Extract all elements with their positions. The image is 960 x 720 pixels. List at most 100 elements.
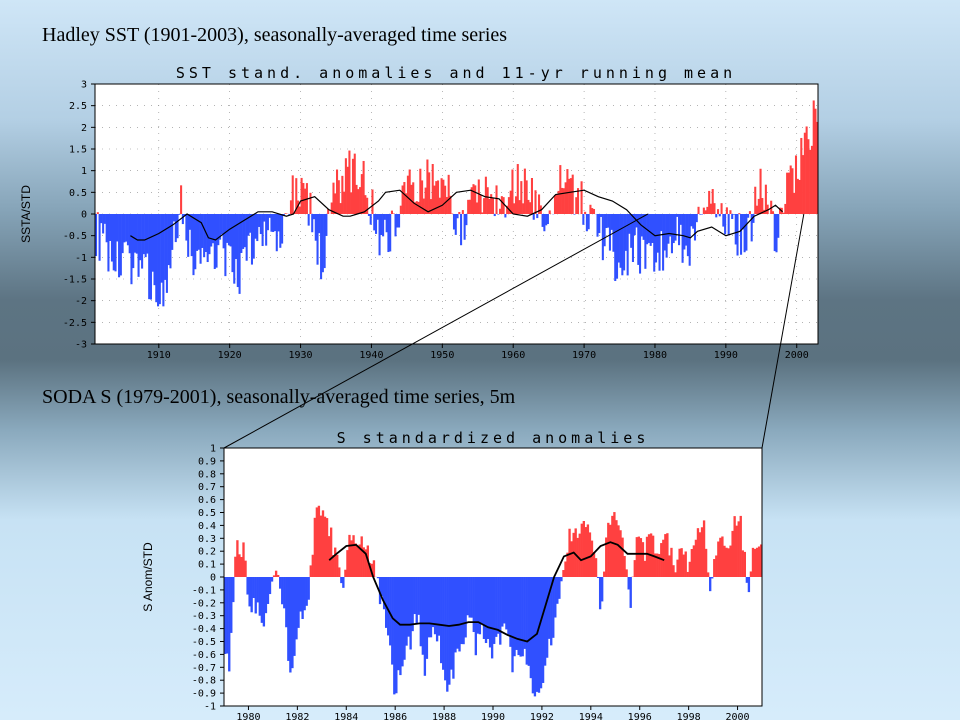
anomaly-bar [564, 182, 567, 214]
anomaly-bar [629, 577, 632, 608]
anomaly-bar [339, 203, 342, 214]
anomaly-bar [649, 214, 652, 246]
anomaly-bar [741, 214, 744, 230]
anomaly-bar [681, 214, 684, 263]
anomaly-bar [96, 212, 99, 214]
anomaly-bar [399, 577, 402, 676]
anomaly-bar [755, 547, 759, 577]
anomaly-bar [695, 214, 698, 223]
anomaly-bar [779, 207, 782, 214]
anomaly-bar [211, 214, 215, 244]
anomaly-bar [282, 214, 285, 216]
anomaly-bar [185, 214, 188, 241]
anomaly-bar [196, 214, 199, 251]
anomaly-bar [405, 193, 408, 214]
anomaly-bar [605, 537, 608, 577]
anomaly-bar [686, 571, 689, 577]
anomaly-bar [346, 166, 349, 214]
anomaly-bar [272, 575, 276, 577]
anomaly-bar [793, 192, 796, 214]
y-axis-label: SSTA/STD [19, 185, 33, 243]
anomaly-bar [664, 534, 667, 577]
anomaly-bar [483, 198, 486, 214]
anomaly-bar [224, 577, 227, 654]
anomaly-bar [412, 182, 415, 214]
anomaly-bar [338, 567, 341, 577]
anomaly-bar [399, 205, 402, 214]
anomaly-bar [183, 214, 186, 216]
anomaly-bar [745, 577, 749, 583]
anomaly-bar [596, 214, 599, 237]
chart-2: 10.9 0.8 0.7 0.6 0.5 0.4 0.3 0.2 0.1 0-0.1 -0.2 -0.… [141, 429, 763, 720]
anomaly-bar [676, 559, 679, 577]
anomaly-bar [100, 214, 103, 224]
y-tick-label: -0.1 [192, 585, 216, 596]
anomaly-bar [387, 214, 390, 253]
anomaly-bar [110, 214, 114, 262]
anomaly-bar [491, 198, 495, 214]
y-tick-label: 0.1 [198, 560, 216, 571]
y-tick-label: -3 [75, 340, 87, 351]
anomaly-bar [474, 185, 477, 214]
anomaly-bar [644, 214, 647, 269]
anomaly-bar [281, 214, 284, 244]
anomaly-bar [600, 214, 603, 217]
anomaly-bar [417, 577, 420, 615]
anomaly-bar [307, 577, 310, 600]
anomaly-bar [582, 521, 586, 577]
anomaly-bar [272, 214, 275, 233]
anomaly-bar [452, 214, 456, 230]
anomaly-bar [320, 214, 323, 280]
anomaly-bar [429, 577, 433, 638]
anomaly-bar [607, 522, 610, 577]
anomaly-bar [497, 214, 500, 215]
anomaly-bar [558, 577, 561, 599]
anomaly-bar [633, 560, 636, 577]
anomaly-bar [176, 214, 179, 239]
anomaly-bar [610, 214, 613, 230]
anomaly-bar [669, 214, 672, 237]
anomaly-bar [676, 214, 679, 217]
anomaly-bar [585, 214, 588, 232]
anomaly-bar [588, 532, 592, 577]
anomaly-bar [639, 538, 643, 577]
anomaly-bar [315, 507, 319, 577]
anomaly-bar [617, 214, 620, 263]
anomaly-bar [248, 577, 251, 607]
anomaly-bar [739, 515, 742, 577]
anomaly-bar [548, 577, 551, 639]
anomaly-bar [240, 557, 243, 577]
anomaly-bar [692, 545, 696, 577]
anomaly-bar [190, 214, 193, 257]
anomaly-bar [262, 577, 266, 627]
anomaly-bar [389, 214, 392, 252]
anomaly-bar [323, 516, 327, 577]
anomaly-bar [413, 577, 416, 615]
anomaly-bar [372, 560, 376, 577]
anomaly-bar [592, 209, 596, 214]
anomaly-bar [490, 577, 494, 659]
anomaly-bar [507, 197, 510, 214]
anomaly-bar [717, 541, 720, 577]
anomaly-bar [771, 211, 774, 214]
anomaly-bar [557, 190, 560, 214]
y-axis-label: S Anom/STD [141, 542, 155, 612]
anomaly-bar [623, 556, 626, 577]
anomaly-bar [252, 577, 255, 598]
anomaly-bar [103, 214, 106, 224]
anomaly-bar [435, 181, 438, 214]
anomaly-bar [151, 214, 154, 272]
y-tick-label: 0.6 [198, 495, 216, 506]
anomaly-bar [378, 577, 382, 605]
anomaly-bar [501, 577, 504, 627]
anomaly-bar [472, 184, 475, 214]
anomaly-bar [301, 577, 304, 620]
anomaly-bar [325, 518, 329, 577]
anomaly-bar [615, 214, 619, 279]
anomaly-bar [566, 169, 569, 214]
anomaly-bar [321, 510, 325, 577]
anomaly-bar [569, 178, 572, 214]
anomaly-bar [810, 145, 813, 214]
anomaly-bar [614, 214, 617, 282]
anomaly-bar [490, 194, 493, 214]
